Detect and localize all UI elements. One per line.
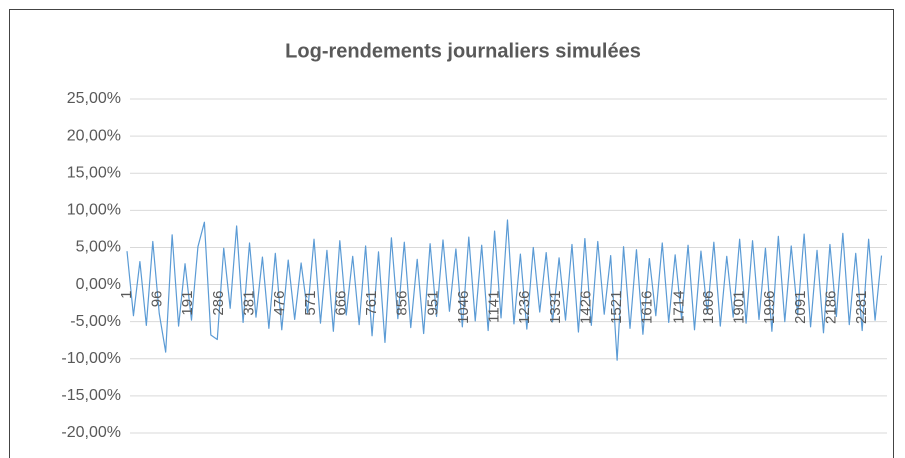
y-tick-label: 25,00% xyxy=(67,90,121,107)
y-tick-label: -15,00% xyxy=(61,387,121,404)
x-tick-label: 381 xyxy=(240,291,257,316)
x-tick-label: 856 xyxy=(394,291,411,316)
x-tick-label: 1 xyxy=(118,291,135,299)
x-tick-label: 476 xyxy=(271,291,288,316)
x-tick-label: 1616 xyxy=(639,291,656,324)
chart-border xyxy=(9,9,894,458)
x-tick-label: 1046 xyxy=(455,291,472,324)
x-tick-label: 2281 xyxy=(853,291,870,324)
x-tick-label: 1236 xyxy=(516,291,533,324)
x-tick-label: 1996 xyxy=(761,291,778,324)
x-tick-label: 1141 xyxy=(486,291,503,323)
x-tick-label: 1426 xyxy=(577,291,594,324)
x-tick-label: 1806 xyxy=(700,291,717,324)
y-tick-label: 20,00% xyxy=(67,127,121,144)
y-tick-label: 15,00% xyxy=(67,164,121,181)
y-tick-label: -20,00% xyxy=(61,424,121,441)
x-tick-label: 1901 xyxy=(731,291,748,324)
y-tick-label: -5,00% xyxy=(70,313,121,330)
x-tick-label: 191 xyxy=(179,291,196,316)
y-tick-label: 5,00% xyxy=(76,239,121,256)
x-tick-label: 2186 xyxy=(823,291,840,324)
x-tick-label: 761 xyxy=(363,291,380,316)
y-tick-label: 0,00% xyxy=(76,276,121,293)
x-tick-label: 96 xyxy=(149,291,166,308)
y-tick-label: -10,00% xyxy=(61,350,121,367)
y-tick-label: 10,00% xyxy=(67,202,121,219)
x-tick-label: 951 xyxy=(424,291,441,316)
chart-title: Log-rendements journaliers simulées xyxy=(285,40,641,62)
x-tick-label: 1714 xyxy=(670,291,687,324)
x-tick-label: 571 xyxy=(302,291,319,316)
x-tick-label: 286 xyxy=(210,291,227,316)
x-tick-label: 1331 xyxy=(547,291,564,324)
data-line xyxy=(126,219,883,361)
x-tick-label: 2091 xyxy=(792,291,809,324)
x-tick-label: 1521 xyxy=(608,291,625,324)
x-tick-label: 666 xyxy=(332,291,349,316)
